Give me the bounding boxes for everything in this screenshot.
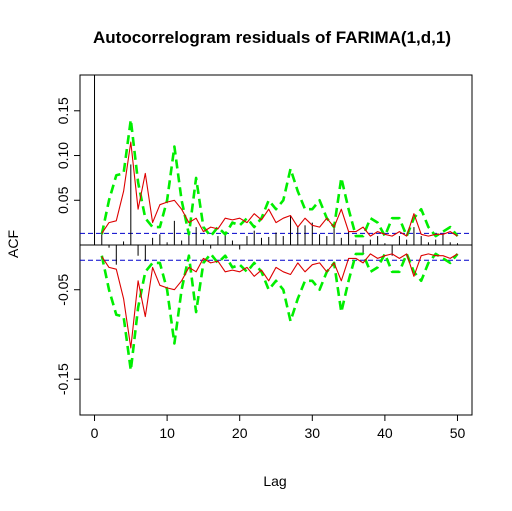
- y-tick-label: 0.05: [55, 186, 71, 213]
- y-axis-label: ACF: [5, 230, 21, 258]
- acf-bars: [94, 75, 458, 265]
- x-tick-label: 30: [305, 425, 321, 441]
- red-solid-envelope-lower: [101, 253, 458, 349]
- axis-ticks: 0 10 20 30 40 50 -0.15 -0.05 0.05 0.10 0.15: [55, 97, 465, 441]
- y-tick-label: 0.15: [55, 97, 71, 124]
- x-tick-label: 10: [159, 425, 175, 441]
- green-dashed-envelope-lower: [100, 252, 459, 372]
- chart-title: Autocorrelogram residuals of FARIMA(1,d,…: [93, 28, 451, 47]
- red-solid-envelope-upper: [101, 141, 458, 237]
- x-tick-label: 0: [91, 425, 99, 441]
- x-tick-label: 50: [450, 425, 466, 441]
- x-axis-label: Lag: [263, 473, 286, 489]
- x-tick-label: 40: [377, 425, 393, 441]
- x-tick-label: 20: [232, 425, 248, 441]
- y-tick-label: 0.10: [55, 142, 71, 169]
- envelope-curves: [100, 118, 459, 372]
- y-tick-label: -0.05: [55, 274, 71, 306]
- y-tick-label: -0.15: [55, 363, 71, 395]
- green-dashed-envelope-upper: [100, 118, 459, 238]
